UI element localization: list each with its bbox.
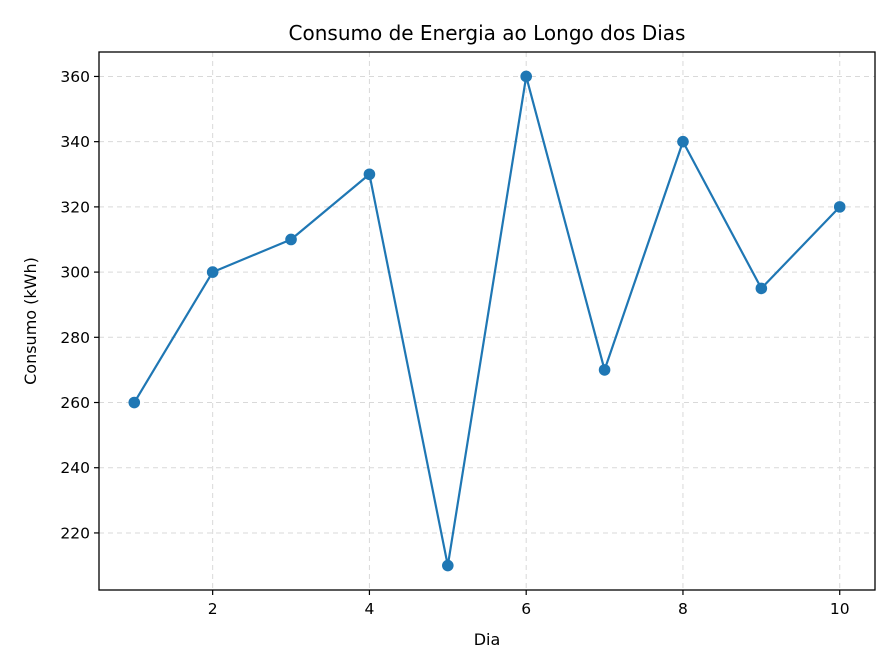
x-tick-label: 2 <box>208 600 218 618</box>
data-point <box>285 233 297 246</box>
y-tick-label: 240 <box>60 459 90 477</box>
data-point <box>442 559 454 572</box>
data-point <box>833 201 846 213</box>
y-tick-label: 360 <box>60 68 90 86</box>
data-point <box>363 168 376 181</box>
series-line <box>133 75 841 567</box>
series-layer <box>128 70 846 572</box>
y-tick-label: 280 <box>60 329 90 347</box>
y-tick-label: 220 <box>60 524 90 542</box>
plot-frame <box>98 51 876 591</box>
x-tick-label: 6 <box>521 600 531 618</box>
data-point <box>755 282 768 295</box>
data-point <box>128 396 141 409</box>
x-axis-label: Dia <box>474 630 501 649</box>
data-point <box>598 364 611 376</box>
grid <box>99 52 875 590</box>
y-axis-label: Consumo (kWh) <box>21 257 40 385</box>
chart-title: Consumo de Energia ao Longo dos Dias <box>289 21 686 45</box>
data-point <box>520 70 532 83</box>
data-point <box>677 135 689 148</box>
x-tick-label: 10 <box>830 600 850 618</box>
y-tick-label: 320 <box>60 198 90 216</box>
y-tick-label: 300 <box>60 264 90 282</box>
data-point <box>206 266 219 278</box>
y-axis: 220 240 260 280 300 320 340 360 <box>60 68 99 542</box>
x-tick-label: 4 <box>364 600 374 618</box>
y-tick-label: 260 <box>60 394 90 412</box>
x-tick-label: 8 <box>678 600 688 618</box>
x-axis: 2 4 6 8 10 <box>208 590 850 618</box>
y-tick-label: 340 <box>60 133 90 151</box>
